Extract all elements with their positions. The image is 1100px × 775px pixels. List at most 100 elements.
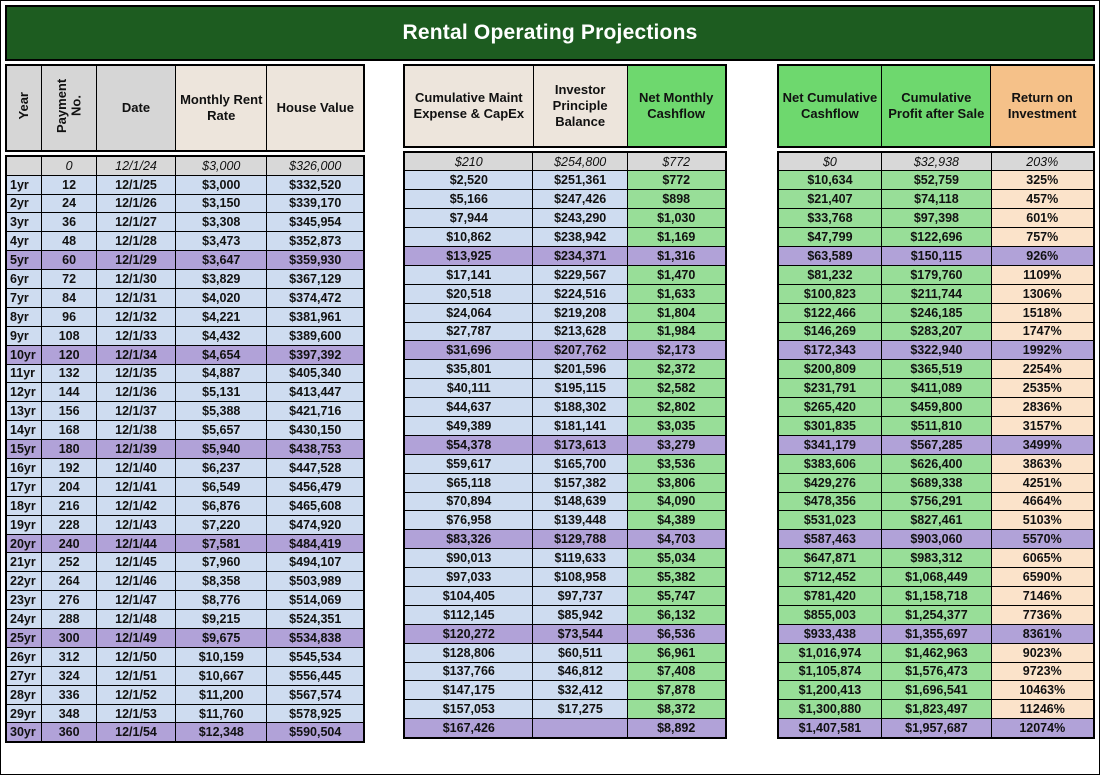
cell-profit[interactable]: $283,207 [881,321,992,342]
cell-maint[interactable]: $2,520 [403,170,534,191]
cell-net-monthly[interactable]: $5,382 [626,567,727,587]
cell-house[interactable]: $484,419 [266,533,365,554]
cell-payment[interactable]: 324 [41,665,97,686]
cell-maint[interactable]: $20,518 [403,283,534,304]
cell-principal[interactable]: $85,942 [532,604,628,625]
cell-payment[interactable]: 336 [41,684,97,705]
cell-date[interactable]: 12/1/50 [95,646,177,667]
cell-profit[interactable]: $246,185 [881,302,992,323]
cell-year[interactable]: 14yr [5,420,43,441]
cell-house[interactable]: $465,608 [266,495,365,516]
cell-maint[interactable]: $112,145 [403,604,534,625]
cell-year[interactable]: 29yr [5,703,43,724]
cell-house[interactable]: $332,520 [266,174,365,195]
cell-maint[interactable]: $17,141 [403,264,534,285]
cell-maint[interactable]: $76,958 [403,510,534,531]
cell-payment[interactable]: 48 [41,231,97,252]
cell-roi[interactable]: 1109% [990,264,1095,285]
cell-house[interactable]: $405,340 [266,363,365,384]
cell-roi[interactable]: 2836% [990,397,1095,417]
cell-net-monthly[interactable]: $1,030 [626,208,727,229]
cell-house[interactable]: $567,574 [266,684,365,705]
cell-profit[interactable]: $903,060 [881,529,992,550]
cell-principal[interactable]: $224,516 [532,283,628,304]
cell-rent[interactable]: $4,020 [175,287,268,308]
cell-maint[interactable]: $97,033 [403,567,534,587]
cell-net-monthly[interactable]: $772 [626,151,727,172]
cell-net-cum[interactable]: $1,300,880 [777,699,883,720]
cell-roi[interactable]: 4664% [990,491,1095,512]
cell-maint[interactable]: $70,894 [403,491,534,512]
cell-net-monthly[interactable]: $5,747 [626,585,727,606]
cell-maint[interactable]: $40,111 [403,378,534,399]
cell-roi[interactable]: 1306% [990,283,1095,304]
cell-roi[interactable]: 3863% [990,453,1095,474]
cell-house[interactable]: $381,961 [266,306,365,327]
cell-roi[interactable]: 1992% [990,340,1095,361]
cell-roi[interactable]: 203% [990,151,1095,172]
cell-payment[interactable]: 300 [41,628,97,648]
cell-house[interactable]: $578,925 [266,703,365,724]
cell-roi[interactable]: 10463% [990,680,1095,701]
cell-net-cum[interactable]: $478,356 [777,491,883,512]
cell-net-cum[interactable]: $429,276 [777,472,883,493]
cell-house[interactable]: $421,716 [266,401,365,422]
cell-net-monthly[interactable]: $1,169 [626,227,727,247]
cell-net-cum[interactable]: $265,420 [777,397,883,417]
cell-net-cum[interactable]: $146,269 [777,321,883,342]
cell-profit[interactable]: $567,285 [881,434,992,455]
cell-date[interactable]: 12/1/39 [95,439,177,459]
cell-profit[interactable]: $983,312 [881,548,992,569]
cell-net-monthly[interactable]: $2,173 [626,340,727,361]
cell-year[interactable]: 10yr [5,344,43,365]
cell-net-cum[interactable]: $1,105,874 [777,661,883,682]
cell-principal[interactable]: $173,613 [532,434,628,455]
cell-roi[interactable]: 7736% [990,604,1095,625]
cell-profit[interactable]: $1,158,718 [881,585,992,606]
cell-principal[interactable]: $195,115 [532,378,628,399]
cell-net-cum[interactable]: $63,589 [777,245,883,266]
cell-net-monthly[interactable]: $6,536 [626,623,727,644]
cell-house[interactable]: $389,600 [266,325,365,346]
cell-rent[interactable]: $4,221 [175,306,268,327]
cell-profit[interactable]: $1,696,541 [881,680,992,701]
cell-roi[interactable]: 1518% [990,302,1095,323]
cell-payment[interactable]: 0 [41,155,97,176]
cell-year[interactable]: 5yr [5,250,43,271]
cell-year[interactable]: 12yr [5,382,43,403]
cell-rent[interactable]: $5,940 [175,439,268,459]
cell-payment[interactable]: 264 [41,571,97,592]
cell-net-cum[interactable]: $1,016,974 [777,642,883,663]
cell-rent[interactable]: $7,581 [175,533,268,554]
cell-profit[interactable]: $1,957,687 [881,718,992,739]
cell-net-cum[interactable]: $200,809 [777,359,883,380]
cell-rent[interactable]: $7,960 [175,552,268,573]
cell-rent[interactable]: $6,237 [175,458,268,478]
cell-maint[interactable]: $35,801 [403,359,534,380]
header-net-monthly-cashflow[interactable]: Net Monthly Cashflow [626,64,727,148]
cell-year[interactable]: 27yr [5,665,43,686]
cell-rent[interactable]: $11,760 [175,703,268,724]
cell-date[interactable]: 12/1/31 [95,287,177,308]
cell-maint[interactable]: $90,013 [403,548,534,569]
cell-payment[interactable]: 204 [41,476,97,497]
cell-principal[interactable]: $108,958 [532,567,628,587]
cell-year[interactable]: 30yr [5,722,43,743]
cell-roi[interactable]: 6590% [990,567,1095,587]
cell-principal[interactable]: $238,942 [532,227,628,247]
cell-profit[interactable]: $626,400 [881,453,992,474]
header-net-cumulative-cashflow[interactable]: Net Cumulative Cashflow [777,64,883,148]
cell-net-monthly[interactable]: $7,878 [626,680,727,701]
cell-year[interactable]: 20yr [5,533,43,554]
cell-rent[interactable]: $11,200 [175,684,268,705]
cell-net-monthly[interactable]: $1,470 [626,264,727,285]
cell-payment[interactable]: 288 [41,609,97,630]
cell-principal[interactable]: $251,361 [532,170,628,191]
cell-profit[interactable]: $689,338 [881,472,992,493]
cell-profit[interactable]: $1,576,473 [881,661,992,682]
cell-rent[interactable]: $5,131 [175,382,268,403]
cell-rent[interactable]: $6,549 [175,476,268,497]
cell-maint[interactable]: $137,766 [403,661,534,682]
cell-net-cum[interactable]: $383,606 [777,453,883,474]
cell-year[interactable]: 17yr [5,476,43,497]
